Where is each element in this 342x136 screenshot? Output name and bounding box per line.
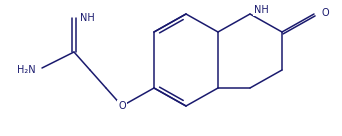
Text: O: O [322, 8, 330, 18]
Text: NH: NH [80, 13, 95, 23]
Text: NH: NH [254, 5, 269, 15]
Text: O: O [118, 101, 126, 111]
Text: H₂N: H₂N [17, 65, 36, 75]
